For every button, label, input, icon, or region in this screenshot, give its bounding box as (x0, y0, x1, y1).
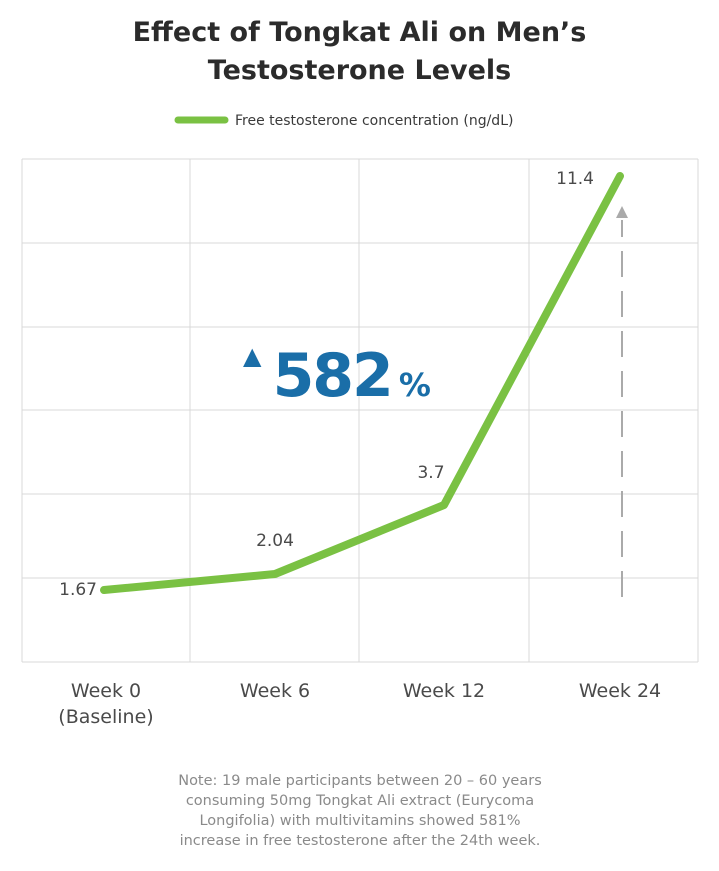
series-line-free-testosterone (100, 172, 624, 594)
chart-title-line-2: Testosterone Levels (208, 55, 512, 86)
footnote-line-3: Longifolia) with multivitamins showed 58… (199, 813, 521, 829)
footnote-line-4: increase in free testosterone after the … (179, 833, 541, 849)
increase-unit: % (399, 366, 431, 404)
increase-value: 582 (273, 341, 392, 411)
dashed-arrow-head (616, 206, 628, 218)
plot-grid (21, 158, 699, 663)
series-layer (100, 172, 624, 594)
footnote: Note: 19 male participants between 20 – … (140, 771, 580, 851)
data-label: 1.67 (59, 580, 97, 600)
chart-title-line-1: Effect of Tongkat Ali on Men’s (133, 17, 587, 48)
data-label: 3.7 (417, 463, 444, 483)
x-axis-ticks: Week 0 (Baseline) Week 6 Week 12 Week 24 (58, 680, 661, 728)
data-labels: 1.67 2.04 3.7 11.4 (59, 169, 594, 600)
increase-callout-text: ▲ 582 % (243, 341, 431, 411)
x-tick-label: Week 6 (240, 680, 310, 702)
increase-callout: ▲ 582 % (243, 341, 431, 411)
data-label: 2.04 (256, 531, 294, 551)
x-tick-label: Week 0 (71, 680, 141, 702)
x-tick-label: Week 12 (403, 680, 485, 702)
footnote-line-1: Note: 19 male participants between 20 – … (178, 773, 542, 789)
increase-arrow-glyph: ▲ (243, 342, 262, 370)
increase-arrow-icon (616, 206, 628, 597)
data-label: 11.4 (556, 169, 594, 189)
x-tick-label: Week 24 (579, 680, 661, 702)
legend: Free testosterone concentration (ng/dL) (174, 113, 513, 129)
x-tick-label: (Baseline) (58, 706, 153, 728)
legend-label: Free testosterone concentration (ng/dL) (235, 113, 513, 129)
footnote-line-2: consuming 50mg Tongkat Ali extract (Eury… (185, 793, 535, 809)
